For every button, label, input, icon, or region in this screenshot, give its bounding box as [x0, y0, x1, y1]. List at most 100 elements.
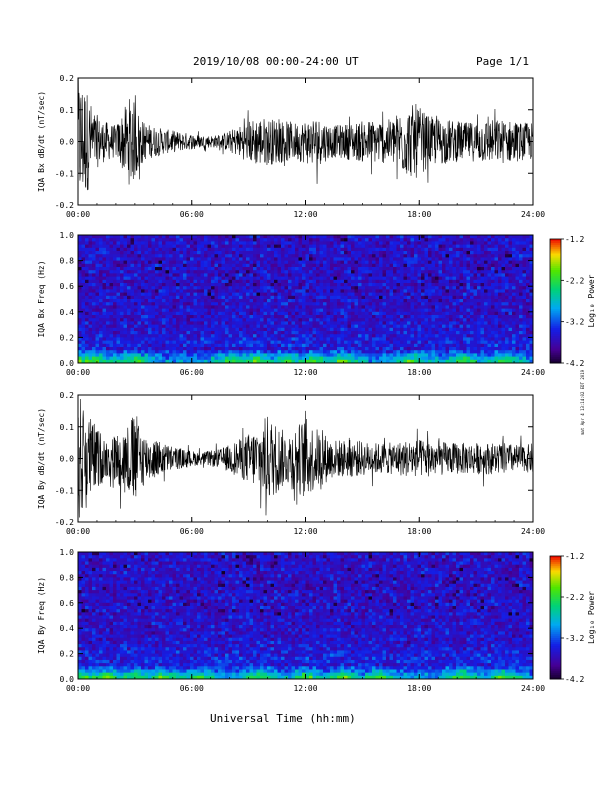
heatmap-cell: [169, 270, 173, 274]
heatmap-cell: [393, 334, 397, 338]
heatmap-cell: [302, 327, 306, 332]
heatmap-cell: [109, 350, 114, 354]
heatmap-cell: [326, 308, 331, 313]
heatmap-cell: [148, 238, 152, 242]
heatmap-cell: [253, 273, 257, 277]
heatmap-cell: [403, 279, 408, 284]
x-tick-label: 18:00: [407, 210, 431, 219]
heatmap-cell: [99, 273, 103, 277]
heatmap-cell: [88, 238, 93, 242]
heatmap-cell: [260, 331, 264, 335]
heatmap-cell: [197, 263, 201, 268]
heatmap-cell: [470, 311, 474, 316]
heatmap-cell: [116, 241, 121, 245]
heatmap-cell: [179, 276, 184, 281]
heatmap-cell: [235, 260, 240, 265]
heatmap-cell: [389, 276, 394, 281]
heatmap-cell: [99, 353, 103, 357]
heatmap-cell: [123, 286, 128, 290]
heatmap-cell: [480, 267, 485, 271]
heatmap-cell: [501, 347, 506, 351]
heatmap-cell: [354, 324, 359, 329]
heatmap-cell: [113, 350, 117, 354]
heatmap-cell: [291, 283, 296, 287]
heatmap-cell: [228, 267, 233, 271]
heatmap-cell: [501, 353, 506, 357]
heatmap-cell: [505, 244, 509, 249]
heatmap-cell: [309, 263, 313, 268]
heatmap-cell: [491, 270, 495, 274]
heatmap-cell: [130, 251, 135, 255]
heatmap-cell: [452, 356, 457, 361]
heatmap-cell: [155, 347, 159, 351]
heatmap-cell: [134, 343, 138, 348]
heatmap-cell: [246, 331, 250, 335]
heatmap-cell: [361, 331, 366, 335]
heatmap-cell: [316, 247, 320, 252]
heatmap-cell: [120, 283, 124, 287]
heatmap-cell: [109, 289, 114, 293]
heatmap-cell: [176, 263, 180, 268]
heatmap-cell: [312, 279, 317, 284]
heatmap-cell: [190, 260, 194, 265]
heatmap-cell: [232, 331, 236, 335]
heatmap-cell: [288, 276, 292, 281]
heatmap-cell: [302, 347, 306, 351]
heatmap-cell: [200, 235, 205, 239]
heatmap-cell: [386, 318, 390, 322]
heatmap-cell: [477, 334, 481, 338]
heatmap-cell: [162, 273, 166, 277]
heatmap-cell: [92, 273, 96, 277]
heatmap-cell: [372, 267, 376, 271]
heatmap-cell: [358, 299, 362, 303]
heatmap-cell: [120, 235, 124, 239]
heatmap-cell: [109, 244, 114, 249]
heatmap-cell: [445, 247, 450, 252]
heatmap-cell: [102, 238, 107, 242]
heatmap-cell: [183, 263, 187, 268]
heatmap-cell: [309, 292, 313, 297]
heatmap-cell: [333, 321, 338, 325]
heatmap-cell: [246, 334, 250, 338]
heatmap-cell: [421, 359, 425, 364]
heatmap-cell: [302, 337, 306, 341]
heatmap-cell: [298, 347, 303, 351]
heatmap-cell: [211, 305, 215, 309]
heatmap-cell: [148, 276, 152, 281]
heatmap-cell: [431, 267, 436, 271]
heatmap-cell: [249, 270, 254, 274]
heatmap-cell: [120, 318, 124, 322]
heatmap-cell: [498, 331, 502, 335]
heatmap-cell: [337, 279, 341, 284]
heatmap-cell: [491, 276, 495, 281]
heatmap-cell: [235, 241, 240, 245]
heatmap-cell: [277, 267, 282, 271]
heatmap-cell: [263, 343, 268, 348]
heatmap-cell: [270, 305, 275, 309]
heatmap-cell: [130, 238, 135, 242]
heatmap-cell: [505, 302, 509, 306]
heatmap-cell: [431, 359, 436, 364]
heatmap-cell: [134, 270, 138, 274]
heatmap-cell: [330, 286, 334, 290]
heatmap-cell: [431, 337, 436, 341]
heatmap-cell: [333, 235, 338, 239]
heatmap-cell: [155, 343, 159, 348]
heatmap-cell: [232, 343, 236, 348]
heatmap-cell: [239, 302, 243, 306]
heatmap-cell: [207, 340, 212, 345]
heatmap-cell: [242, 292, 247, 297]
heatmap-cell: [214, 263, 219, 268]
heatmap-cell: [459, 273, 464, 277]
heatmap-cell: [81, 244, 86, 249]
heatmap-cell: [158, 254, 163, 258]
heatmap-cell: [466, 244, 471, 249]
heatmap-cell: [249, 247, 254, 252]
heatmap-cell: [158, 263, 163, 268]
heatmap-cell: [85, 308, 89, 313]
heatmap-cell: [463, 353, 467, 357]
heatmap-cell: [407, 279, 411, 284]
heatmap-cell: [491, 302, 495, 306]
heatmap-cell: [277, 235, 282, 239]
